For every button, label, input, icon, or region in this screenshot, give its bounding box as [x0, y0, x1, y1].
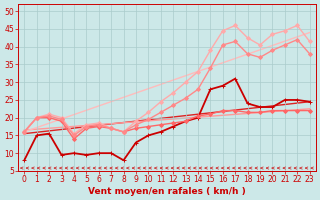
X-axis label: Vent moyen/en rafales ( km/h ): Vent moyen/en rafales ( km/h ): [88, 187, 246, 196]
